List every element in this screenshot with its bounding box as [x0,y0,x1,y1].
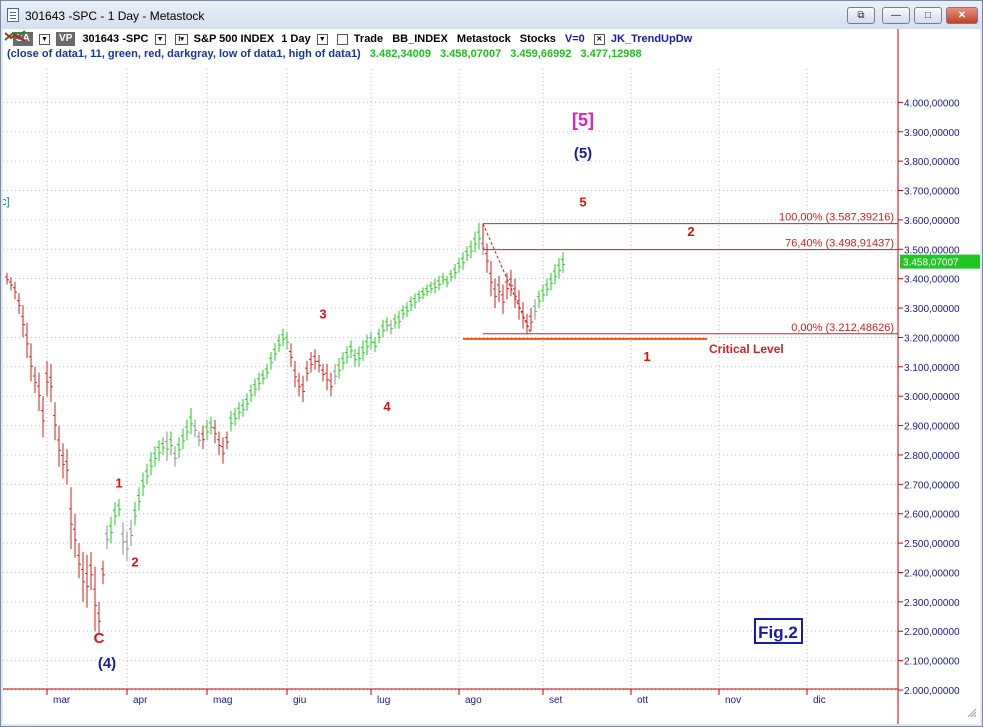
month-tick-label: giu [293,695,306,706]
window-title: 301643 -SPC - 1 Day - Metastock [25,9,205,23]
price-tick-label: 2.700,00000 [904,480,960,491]
price-tick-label: 3.800,00000 [904,157,960,168]
month-tick-label: nov [725,695,741,706]
elliott-wave-label: 1 [115,475,122,490]
source-label: Metastock [456,33,511,45]
price-tick-label: 2.600,00000 [904,510,960,521]
critical-level-label: Critical Level [709,342,784,356]
legend-value: 3.482,34009 [369,48,431,61]
month-tick-label: lug [377,695,390,706]
price-tick-label: 2.400,00000 [904,568,960,579]
month-tick-label: dic [813,695,826,706]
interval-dropdown-icon[interactable]: I▾ [174,33,188,45]
elliott-wave-label: 3 [319,306,326,321]
month-tick-label: set [549,695,563,706]
chart-window-icon [7,8,19,22]
legend-value: 3.458,07007 [440,48,502,61]
price-tick-label: 2.000,00000 [904,686,960,697]
indicator-remove-icon[interactable]: ✕ [593,33,605,45]
price-tick-label: 3.700,00000 [904,187,960,198]
chart-header: SA ▼ VP 301643 -SPC ▼ I▾ S&P 500 INDEX 1… [13,32,692,48]
month-tick-label: mar [53,695,71,706]
elliott-wave-label: 2 [687,224,694,239]
price-tick-label: 4.000,00000 [904,98,960,109]
legend-value: 3.477,12988 [580,48,642,61]
price-tick-label: 3.400,00000 [904,275,960,286]
elliott-wave-label: C [94,630,105,647]
elliott-wave-label: 2 [131,555,138,570]
figure-badge-frame [754,618,803,644]
instrument-label: S&P 500 INDEX [193,33,275,45]
symbol-label: 301643 -SPC [82,33,149,45]
price-tick-label: 3.300,00000 [904,304,960,315]
title-bar[interactable]: 301643 -SPC - 1 Day - Metastock ⧉ — □ ✕ [1,1,982,29]
volume-label: V=0 [564,33,585,45]
maximize-button[interactable]: □ [914,7,942,24]
month-tick-label: apr [133,695,148,706]
asset-class-label: Stocks [519,33,556,45]
price-tick-label: 2.800,00000 [904,451,960,462]
elliott-wave-label: (4) [98,655,116,672]
price-tick-label: 2.300,00000 [904,598,960,609]
indicator-name[interactable]: JK_TrendUpDw [610,33,693,45]
symbol-dropdown-icon[interactable]: ▼ [154,33,166,45]
month-tick-label: ago [465,695,482,706]
price-chart[interactable]: 4.000,00000 3.900,00000 3.800,00000 3.700,0… [3,29,980,724]
trend-arrows-icon[interactable] [3,29,27,43]
elliott-wave-label: 1 [643,349,650,364]
fib-level-label: 0,00% (3.212,48626) [791,322,894,334]
elliott-wave-label: 5 [579,195,586,210]
period-label: 1 Day [281,33,311,45]
period-dropdown-icon[interactable]: ▼ [316,33,328,45]
last-price-label: 3.458,07007 [903,258,959,269]
price-tick-label: 3.900,00000 [904,128,960,139]
last-price-marker [900,254,980,269]
close-button[interactable]: ✕ [946,7,978,24]
month-tick-label: ott [637,695,648,706]
legend-value: 3.459,66992 [510,48,572,61]
trade-checkbox[interactable] [336,33,348,45]
price-tick-label: 3.000,00000 [904,392,960,403]
sa-dropdown-icon[interactable]: ▼ [38,33,50,45]
fib-level-label: 76,40% (3.498,91437) [785,238,894,250]
indicator-args: (close of data1, 11, green, red, darkgra… [7,48,361,61]
fib-level-label: 100,00% (3.587,39216) [779,212,894,224]
exchange-label: BB_INDEX [392,33,448,45]
elliott-wave-label: 4 [383,399,391,414]
price-tick-label: 3.500,00000 [904,245,960,256]
price-tick-label: 2.100,00000 [904,657,960,668]
month-tick-label: mag [213,695,232,706]
fib-retracement-line [482,223,532,334]
price-tick-label: 3.200,00000 [904,333,960,344]
price-tick-label: 3.600,00000 [904,216,960,227]
figure-badge: Fig.2 [758,623,798,642]
resize-grip-icon [967,708,977,718]
price-tick-label: 2.900,00000 [904,422,960,433]
elliott-wave-label: [5] [572,110,594,130]
indicator-legend: (close of data1, 11, green, red, darkgra… [7,48,642,60]
price-tick-label: 2.200,00000 [904,627,960,638]
elliott-wave-label: (5) [574,145,592,162]
trade-label: Trade [353,33,384,45]
minimize-button[interactable]: — [882,7,910,24]
detach-button[interactable]: ⧉ [847,7,875,24]
price-tick-label: 2.500,00000 [904,539,960,550]
chart-area[interactable]: 4.000,00000 3.900,00000 3.800,00000 3.700,0… [3,29,980,724]
price-tick-label: 3.100,00000 [904,363,960,374]
vp-tag[interactable]: VP [56,32,76,46]
offscreen-wave-label: c] [3,196,10,208]
